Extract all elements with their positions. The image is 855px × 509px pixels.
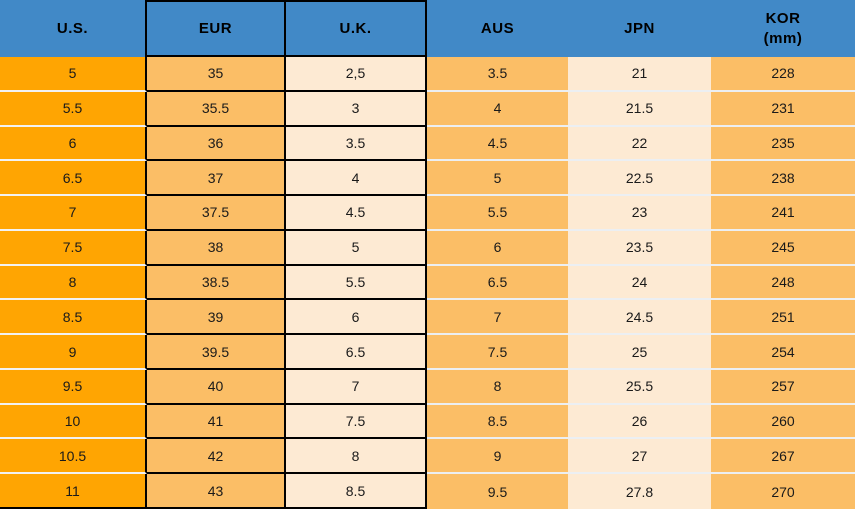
table-cell: 42 xyxy=(147,439,286,475)
table-cell: 7 xyxy=(427,300,568,336)
table-cell: 24 xyxy=(568,265,711,301)
table-cell: 7 xyxy=(0,196,147,231)
table-cell: 7.5 xyxy=(0,230,147,266)
table-cell: 254 xyxy=(711,335,855,370)
table-cell: 228 xyxy=(711,57,855,92)
table-cell: 245 xyxy=(711,230,855,266)
table-cell: 43 xyxy=(147,474,286,509)
column-header-aus: AUS xyxy=(427,0,568,57)
table-cell: 22 xyxy=(568,126,711,162)
table-cell: 9.5 xyxy=(0,369,147,405)
table-cell: 241 xyxy=(711,196,855,231)
table-cell: 39.5 xyxy=(147,335,286,370)
table-cell: 5 xyxy=(427,161,568,197)
column-header-eur: EUR xyxy=(147,0,286,57)
table-cell: 8 xyxy=(0,265,147,301)
table-cell: 7.5 xyxy=(427,335,568,370)
table-cell: 35 xyxy=(147,57,286,92)
table-cell: 37 xyxy=(147,161,286,197)
table-cell: 8.5 xyxy=(286,474,427,509)
table-cell: 38 xyxy=(147,230,286,266)
table-cell: 40 xyxy=(147,369,286,405)
table-cell: 21.5 xyxy=(568,91,711,127)
table-cell: 41 xyxy=(147,404,286,440)
table-cell: 5.5 xyxy=(286,265,427,301)
table-cell: 6.5 xyxy=(286,335,427,370)
table-cell: 8.5 xyxy=(0,300,147,336)
table-cell: 10 xyxy=(0,404,147,440)
table-cell: 36 xyxy=(147,126,286,162)
table-cell: 37.5 xyxy=(147,196,286,231)
table-cell: 39 xyxy=(147,300,286,336)
table-cell: 5 xyxy=(286,230,427,266)
table-cell: 10.5 xyxy=(0,439,147,475)
table-cell: 25 xyxy=(568,335,711,370)
table-cell: 27.8 xyxy=(568,474,711,509)
table-cell: 7.5 xyxy=(286,404,427,440)
table-cell: 4.5 xyxy=(427,126,568,162)
table-cell: 3.5 xyxy=(427,57,568,92)
table-cell: 248 xyxy=(711,265,855,301)
table-cell: 26 xyxy=(568,404,711,440)
table-cell: 260 xyxy=(711,404,855,440)
table-cell: 6.5 xyxy=(427,265,568,301)
table-cell: 251 xyxy=(711,300,855,336)
table-cell: 6 xyxy=(0,126,147,162)
column-header-kor-mm: KOR (mm) xyxy=(711,0,855,57)
table-cell: 27 xyxy=(568,439,711,475)
table-cell: 2,5 xyxy=(286,57,427,92)
table-cell: 8.5 xyxy=(427,404,568,440)
table-cell: 24.5 xyxy=(568,300,711,336)
table-cell: 11 xyxy=(0,474,147,509)
table-cell: 6 xyxy=(427,230,568,266)
table-cell: 4.5 xyxy=(286,196,427,231)
table-cell: 238 xyxy=(711,161,855,197)
table-cell: 9 xyxy=(427,439,568,475)
table-cell: 257 xyxy=(711,369,855,405)
table-cell: 5.5 xyxy=(0,91,147,127)
table-cell: 235 xyxy=(711,126,855,162)
table-cell: 4 xyxy=(286,161,427,197)
table-cell: 6.5 xyxy=(0,161,147,197)
table-cell: 8 xyxy=(427,369,568,405)
table-cell: 9 xyxy=(0,335,147,370)
table-cell: 23 xyxy=(568,196,711,231)
table-cell: 8 xyxy=(286,439,427,475)
table-cell: 9.5 xyxy=(427,474,568,509)
table-cell: 3.5 xyxy=(286,126,427,162)
table-cell: 3 xyxy=(286,91,427,127)
table-cell: 22.5 xyxy=(568,161,711,197)
table-cell: 5 xyxy=(0,57,147,92)
table-cell: 5.5 xyxy=(427,196,568,231)
table-cell: 231 xyxy=(711,91,855,127)
table-cell: 270 xyxy=(711,474,855,509)
column-header-uk: U.K. xyxy=(286,0,427,57)
table-cell: 35.5 xyxy=(147,91,286,127)
table-cell: 267 xyxy=(711,439,855,475)
table-cell: 23.5 xyxy=(568,230,711,266)
table-cell: 6 xyxy=(286,300,427,336)
column-header-jpn: JPN xyxy=(568,0,711,57)
table-cell: 4 xyxy=(427,91,568,127)
table-cell: 25.5 xyxy=(568,369,711,405)
column-header-us: U.S. xyxy=(0,0,147,57)
table-cell: 7 xyxy=(286,369,427,405)
table-cell: 21 xyxy=(568,57,711,92)
table-cell: 38.5 xyxy=(147,265,286,301)
